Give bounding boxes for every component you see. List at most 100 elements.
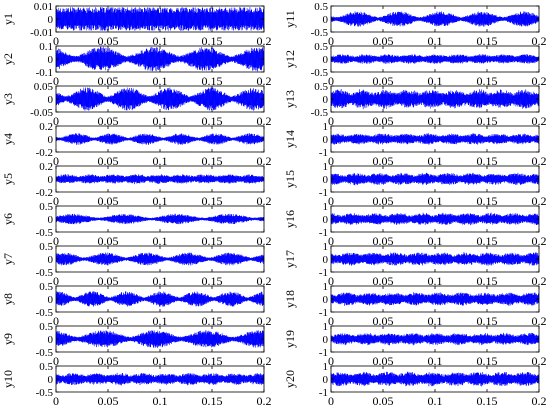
y-tick-label: -1	[319, 347, 328, 359]
x-tick-label: 0.1	[153, 394, 168, 408]
y-axis-label-y1: y1	[1, 13, 15, 25]
y-tick-label: -0.5	[36, 347, 54, 359]
x-tick-label: 0.15	[202, 154, 223, 168]
x-tick-label: 0.05	[98, 274, 119, 288]
y-tick-label: 0	[323, 374, 329, 386]
x-tick-label: 0.15	[477, 354, 498, 368]
x-tick-label: 0.05	[373, 274, 394, 288]
y-tick-label: -1	[319, 227, 328, 239]
x-tick-label: 0.05	[98, 34, 119, 48]
x-tick-label: 0	[53, 74, 59, 88]
x-tick-label: 0.2	[257, 74, 272, 88]
series-line-y12	[330, 54, 540, 64]
x-tick-label: 0	[328, 194, 334, 208]
x-tick-label: 0.1	[153, 234, 168, 248]
x-tick-label: 0	[53, 274, 59, 288]
y-tick-label: 0	[48, 214, 54, 226]
x-tick-label: 0	[328, 34, 334, 48]
y-tick-label: 0	[48, 254, 54, 266]
x-tick-label: 0.05	[98, 74, 119, 88]
x-tick-label: 0.1	[428, 74, 443, 88]
x-tick-label: 0	[328, 274, 334, 288]
y-axis-label-y5: y5	[1, 173, 15, 185]
x-tick-label: 0.15	[202, 394, 223, 408]
x-tick-label: 0	[53, 194, 59, 208]
series-line-y10	[55, 372, 265, 386]
x-tick-label: 0	[328, 234, 334, 248]
y-tick-label: -0.5	[311, 27, 329, 39]
y-tick-label: 1	[323, 361, 329, 373]
x-tick-label: 0	[53, 354, 59, 368]
y-tick-label: -0.5	[36, 387, 54, 399]
y-tick-label: 1	[323, 121, 329, 133]
x-tick-label: 0.1	[153, 74, 168, 88]
y-tick-label: 0	[323, 294, 329, 306]
y-tick-label: -0.1	[36, 67, 53, 79]
y-tick-label: 0	[323, 334, 329, 346]
y-axis-label-y18: y18	[283, 290, 297, 308]
x-tick-label: 0.05	[373, 354, 394, 368]
y-axis-label-y12: y12	[283, 50, 297, 68]
x-tick-label: 0.05	[98, 114, 119, 128]
x-tick-label: 0.1	[428, 34, 443, 48]
y-tick-label: 0.5	[39, 281, 53, 293]
x-tick-label: 0.1	[428, 114, 443, 128]
series-line-y9	[55, 330, 265, 348]
y-axis-label-y19: y19	[283, 330, 297, 348]
series-line-y4	[55, 133, 265, 145]
y-tick-label: 0	[323, 54, 329, 66]
x-tick-label: 0.2	[257, 114, 272, 128]
x-tick-label: 0.2	[532, 274, 547, 288]
x-tick-label: 0.15	[202, 194, 223, 208]
x-tick-label: 0	[328, 354, 334, 368]
y-tick-label: -1	[319, 267, 328, 279]
y-tick-label: -1	[319, 147, 328, 159]
x-tick-label: 0	[53, 234, 59, 248]
y-tick-label: 1	[323, 201, 329, 213]
y-axis-label-y10: y10	[1, 370, 15, 388]
y-tick-label: 1	[323, 321, 329, 333]
y-tick-label: 0	[48, 134, 54, 146]
y-axis-label-y8: y8	[1, 293, 15, 305]
y-tick-label: 0	[48, 94, 54, 106]
x-tick-label: 0.1	[153, 354, 168, 368]
y-tick-label: 0	[48, 374, 54, 386]
x-tick-label: 0.15	[477, 154, 498, 168]
y-tick-label: -0.5	[36, 307, 54, 319]
x-tick-label: 0.2	[532, 314, 547, 328]
y-tick-label: -1	[319, 187, 328, 199]
x-tick-label: 0.2	[257, 314, 272, 328]
x-tick-label: 0.1	[428, 234, 443, 248]
x-tick-label: 0.1	[153, 194, 168, 208]
x-tick-label: 0.1	[153, 314, 168, 328]
y-tick-label: 0.5	[314, 1, 328, 13]
x-tick-label: 0.05	[373, 194, 394, 208]
x-tick-label: 0.15	[477, 194, 498, 208]
series-line-y16	[330, 212, 540, 226]
y-tick-label: 0	[48, 54, 54, 66]
y-tick-label: -0.01	[30, 27, 53, 39]
y-tick-label: 0.5	[314, 41, 328, 53]
x-tick-label: 0.2	[257, 34, 272, 48]
x-tick-label: 0.15	[477, 394, 498, 408]
y-tick-label: 0.5	[314, 81, 328, 93]
x-tick-label: 0.2	[532, 394, 547, 408]
x-tick-label: 0.05	[373, 34, 394, 48]
panel-y6: 0.50-0.50 0.05 0.1 0.15 0.2y6	[1, 201, 272, 248]
y-tick-label: -0.05	[30, 107, 53, 119]
x-tick-label: 0.05	[373, 74, 394, 88]
panel-y1: 0.010-0.010 0.05 0.1 0.15 0.2y1	[1, 1, 272, 48]
x-tick-label: 0.05	[373, 234, 394, 248]
x-tick-label: 0	[328, 154, 334, 168]
x-tick-label: 0.1	[428, 194, 443, 208]
x-tick-label: 0.15	[202, 354, 223, 368]
x-tick-label: 0.05	[373, 314, 394, 328]
x-tick-label: 0.15	[202, 74, 223, 88]
x-tick-label: 0.2	[257, 354, 272, 368]
y-tick-label: 0.5	[39, 321, 53, 333]
